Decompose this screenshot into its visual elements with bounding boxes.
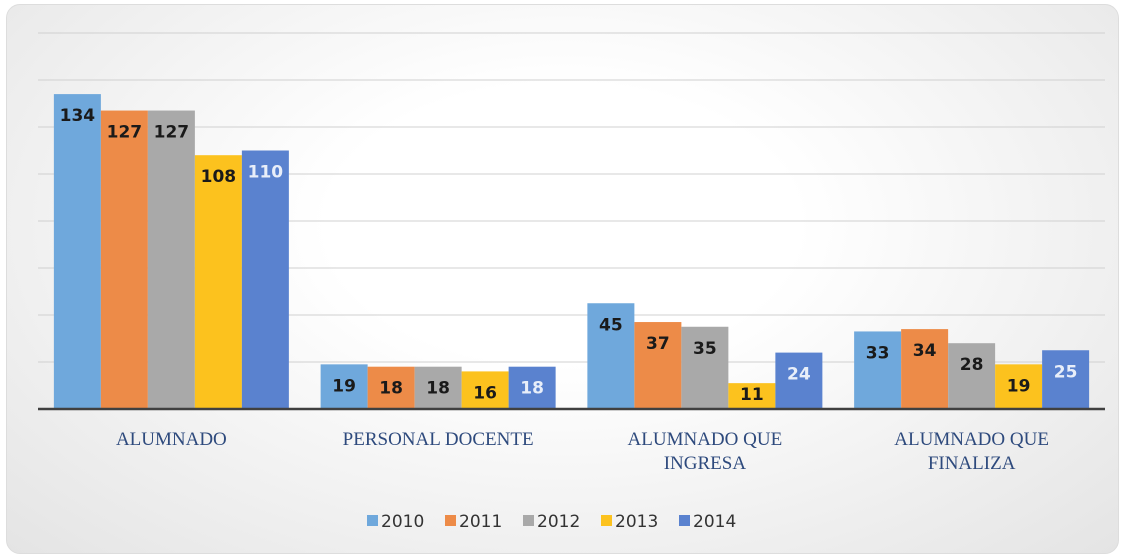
data-label: 19 <box>1007 376 1031 396</box>
data-label: 110 <box>248 163 284 183</box>
bar <box>634 322 682 409</box>
bar <box>901 329 949 409</box>
data-label: 45 <box>599 315 623 335</box>
data-label: 108 <box>201 167 237 187</box>
legend-swatch <box>445 515 456 526</box>
x-tick-label: ALUMNADO <box>115 429 227 450</box>
data-label: 34 <box>913 341 937 361</box>
bar <box>100 110 148 410</box>
bar <box>461 371 509 409</box>
bar <box>1042 350 1090 409</box>
bar <box>320 364 368 409</box>
bar <box>194 155 242 409</box>
legend-label: 2012 <box>537 512 580 532</box>
legend-label: 2011 <box>459 512 502 532</box>
bar <box>53 94 101 409</box>
legend-swatch <box>679 515 690 526</box>
data-label: 24 <box>787 365 811 385</box>
legend-label: 2013 <box>615 512 658 532</box>
data-label: 18 <box>379 379 403 399</box>
bar <box>414 366 462 409</box>
data-label: 127 <box>154 123 190 143</box>
data-label: 18 <box>520 379 544 399</box>
data-label: 19 <box>332 376 356 396</box>
bar <box>854 331 902 409</box>
legend-swatch <box>523 515 534 526</box>
data-label: 25 <box>1054 362 1078 382</box>
data-label: 134 <box>60 106 96 126</box>
bar <box>367 366 415 409</box>
x-tick-label: ALUMNADO QUE FINALIZA <box>894 429 1049 474</box>
bar <box>948 343 996 409</box>
data-label: 33 <box>866 343 890 363</box>
data-label: 35 <box>693 339 717 359</box>
data-label: 28 <box>960 355 984 375</box>
data-label: 18 <box>426 379 450 399</box>
legend-label: 2010 <box>381 512 424 532</box>
data-label: 127 <box>107 123 143 143</box>
legend-swatch <box>601 515 612 526</box>
bar <box>775 352 823 409</box>
legend-swatch <box>367 515 378 526</box>
bar <box>147 110 195 410</box>
data-label: 11 <box>740 385 764 405</box>
data-label: 37 <box>646 334 670 354</box>
bar <box>728 383 776 409</box>
bar <box>508 366 556 409</box>
bar <box>995 364 1043 409</box>
x-tick-label: ALUMNADO QUE INGRESA <box>627 429 783 474</box>
bar <box>587 303 635 409</box>
data-label: 16 <box>473 383 497 403</box>
bar <box>241 150 289 409</box>
bar <box>681 326 729 409</box>
legend-label: 2014 <box>693 512 736 532</box>
x-tick-label: PERSONAL DOCENTE <box>342 429 534 450</box>
